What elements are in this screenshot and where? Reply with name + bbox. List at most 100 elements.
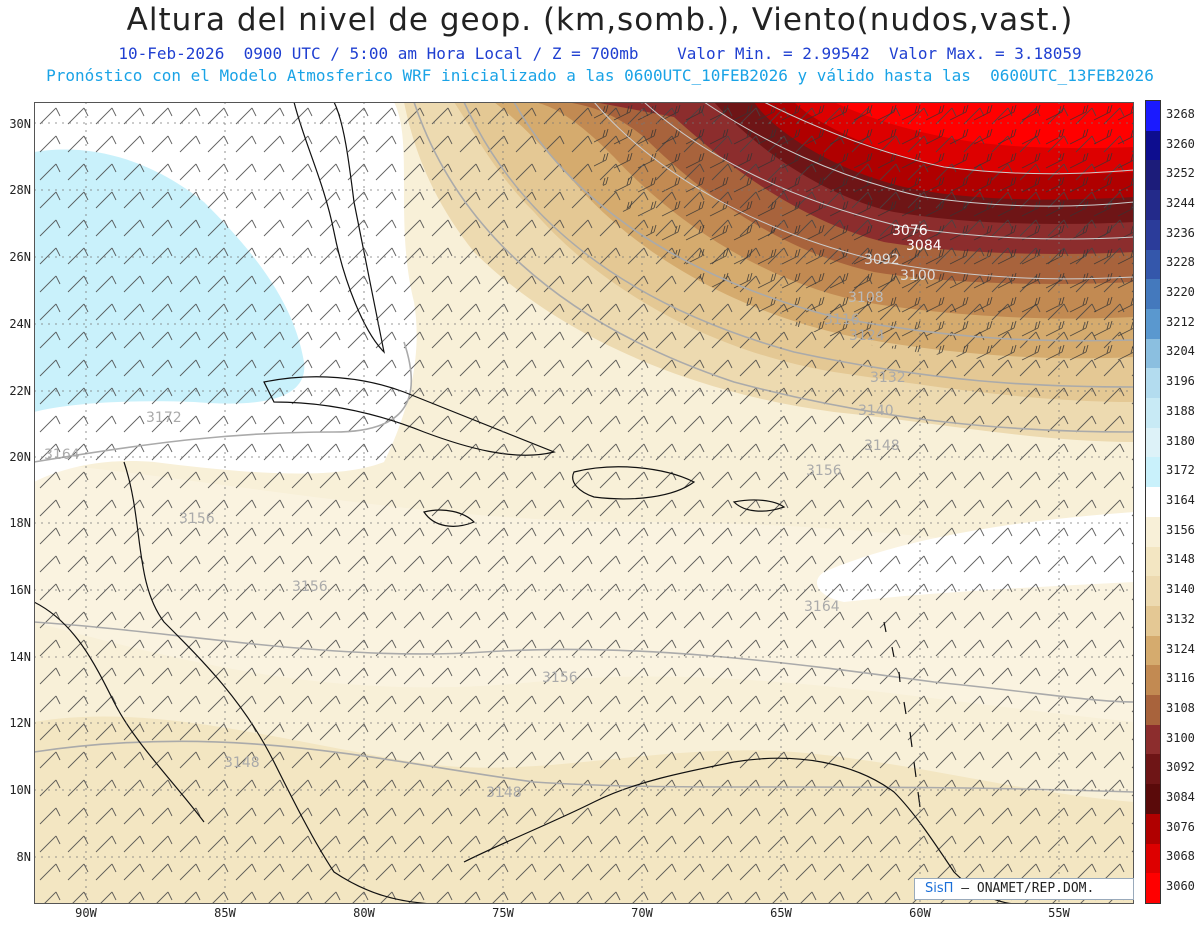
colorbar-label: 3068 [1166,849,1195,864]
colorbar-segment [1146,843,1160,874]
contour-label: 3164 [804,599,840,615]
lat-label: 16N [9,583,31,597]
colorbar-segment [1146,308,1160,340]
lat-label: 14N [9,650,31,664]
credit-box: SisΠ – ONAMET/REP.DOM. [914,878,1134,900]
lat-label: 22N [9,384,31,398]
lon-label: 90W [75,906,97,920]
wind-barbs-strong [594,102,1134,364]
colorbar-label: 3148 [1166,552,1195,567]
colorbar-segment [1146,457,1160,488]
colorbar-label: 3140 [1166,582,1195,597]
lat-label: 10N [9,783,31,797]
colorbar-label: 3100 [1166,730,1195,745]
lon-label: 70W [631,906,653,920]
map-panel: 3076 3084 3092 3100 3108 3116 3124 3132 … [34,102,1134,904]
colorbar-label: 3212 [1166,314,1195,329]
colorbar-segment [1146,279,1160,310]
colorbar-label: 3204 [1166,344,1195,359]
contour-label: 3156 [542,670,578,686]
sistpi-logo: SisΠ [925,881,954,896]
colorbar [1145,100,1161,904]
contour-label: 3172 [146,410,182,426]
colorbar-label: 3252 [1166,166,1195,181]
colorbar-segment [1146,516,1160,548]
credit-text: – ONAMET/REP.DOM. [961,881,1095,896]
contour-label: 3148 [486,785,522,801]
contour-label: 3116 [824,312,860,328]
contour-label: 3092 [864,252,900,268]
forecast-info-line: 10-Feb-2026 0900 UTC / 5:00 am Hora Loca… [118,44,1082,63]
lon-label: 60W [909,906,931,920]
contour-label: 3148 [864,438,900,454]
colorbar-segment [1146,101,1160,132]
contour-label: 3156 [292,579,328,595]
colorbar-label: 3132 [1166,611,1195,626]
colorbar-label: 3196 [1166,374,1195,389]
lon-label: 75W [492,906,514,920]
contour-label: 3148 [224,755,260,771]
contour-labels: 3076 3084 3092 3100 3108 3116 3124 3132 … [44,223,942,801]
colorbar-label: 3236 [1166,225,1195,240]
lon-label: 65W [770,906,792,920]
contour-label: 3156 [179,511,215,527]
lon-label: 80W [353,906,375,920]
colorbar-segment [1146,427,1160,458]
colorbar-segment [1146,813,1160,845]
colorbar-segment [1146,190,1160,221]
colorbar-label: 3076 [1166,819,1195,834]
colorbar-label: 3092 [1166,760,1195,775]
colorbar-segment [1146,784,1160,815]
colorbar-segment [1146,487,1160,518]
colorbar-label: 3244 [1166,195,1195,210]
contour-label: 3076 [892,223,928,239]
contour-label: 3164 [44,447,80,463]
colorbar-segment [1146,398,1160,429]
colorbar-label: 3124 [1166,641,1195,656]
colorbar-segment [1146,546,1160,577]
colorbar-label: 3268 [1166,106,1195,121]
contour-label: 3156 [806,463,842,479]
colorbar-label: 3084 [1166,790,1195,805]
colorbar-label: 3180 [1166,433,1195,448]
colorbar-segment [1146,368,1160,399]
colorbar-label: 3156 [1166,522,1195,537]
lat-label: 26N [9,250,31,264]
colorbar-label: 3188 [1166,403,1195,418]
colorbar-segment [1146,576,1160,607]
contour-label: 3124 [849,328,885,344]
model-info-line: Pronóstico con el Modelo Atmosferico WRF… [46,66,1154,85]
colorbar-label: 3116 [1166,671,1195,686]
colorbar-label: 3060 [1166,879,1195,894]
colorbar-label: 3220 [1166,285,1195,300]
colorbar-segment [1146,635,1160,666]
colorbar-label: 3228 [1166,255,1195,270]
contour-lines-dark [593,102,1134,280]
colorbar-label: 3164 [1166,493,1195,507]
colorbar-segment [1146,219,1160,251]
colorbar-segment [1146,249,1160,280]
colorbar-segment [1146,665,1160,696]
colorbar-segment [1146,605,1160,637]
lat-label: 28N [9,183,31,197]
lat-label: 30N [9,117,31,131]
colorbar-label: 3172 [1166,463,1195,478]
contour-label: 3100 [900,268,936,284]
lon-label: 55W [1048,906,1070,920]
colorbar-segment [1146,754,1160,785]
colorbar-segment [1146,873,1160,904]
lat-label: 12N [9,716,31,730]
lon-label: 85W [214,906,236,920]
colorbar-segment [1146,130,1160,161]
colorbar-segment [1146,338,1160,369]
colorbar-label: 3260 [1166,136,1195,151]
graticule [34,102,1134,904]
contour-label: 3108 [848,290,884,306]
coastlines [34,102,1015,904]
contour-label: 3084 [906,238,942,254]
lat-label: 18N [9,516,31,530]
colorbar-label: 3108 [1166,700,1195,715]
colorbar-segment [1146,724,1160,755]
colorbar-segment [1146,695,1160,726]
colorbar-segment [1146,160,1160,191]
